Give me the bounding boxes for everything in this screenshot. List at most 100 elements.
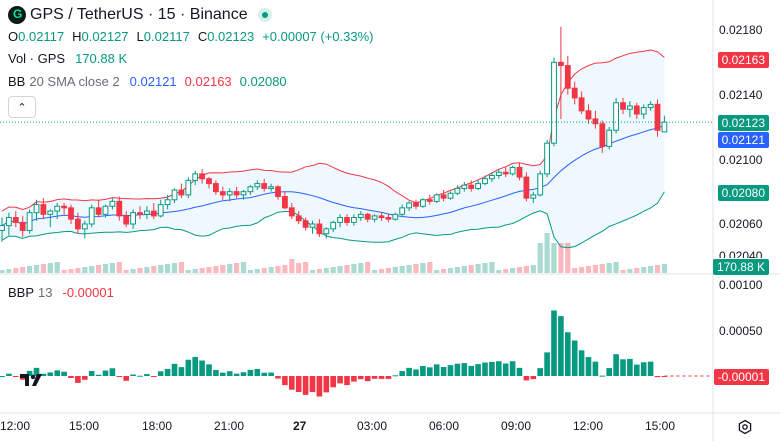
bbp-bar bbox=[516, 367, 523, 376]
bbp-bar bbox=[496, 361, 502, 376]
candle-body bbox=[420, 199, 426, 207]
bbp-legend[interactable]: BBP 13 -0.00001 bbox=[8, 285, 114, 300]
candle-body bbox=[268, 186, 275, 189]
candle-body bbox=[247, 186, 254, 193]
tradingview-logo-icon[interactable] bbox=[18, 371, 46, 389]
bbp-bar bbox=[461, 363, 468, 376]
bbp-bar bbox=[130, 374, 136, 376]
candle bbox=[447, 191, 454, 200]
bbp-bar bbox=[502, 363, 509, 376]
candle-body bbox=[337, 217, 344, 223]
candle bbox=[68, 204, 74, 224]
volume-bar bbox=[13, 268, 19, 273]
candle-body bbox=[164, 199, 171, 206]
bbp-bar bbox=[40, 373, 47, 376]
bbp-bar bbox=[226, 371, 233, 376]
candle bbox=[240, 190, 247, 200]
bb-lower-line bbox=[1, 191, 665, 249]
volume-bar bbox=[54, 262, 60, 273]
candle bbox=[247, 185, 254, 195]
candle-body bbox=[323, 228, 330, 235]
bb-legend[interactable]: BB 20 SMA close 2 0.02121 0.02163 0.0208… bbox=[8, 74, 287, 89]
candle-body bbox=[495, 171, 502, 176]
volume-bar bbox=[378, 269, 385, 273]
candle bbox=[647, 101, 654, 111]
candle-body bbox=[647, 103, 654, 109]
high-value: 0.02127 bbox=[81, 29, 129, 44]
candle-body bbox=[371, 215, 378, 220]
bbp-bar bbox=[178, 367, 185, 376]
candle-body bbox=[192, 173, 199, 181]
bbp-bar bbox=[247, 369, 254, 376]
volume-bar bbox=[47, 263, 53, 273]
candle-body bbox=[426, 199, 433, 202]
volume-bar bbox=[330, 267, 336, 273]
time-tick: 12:00 bbox=[573, 419, 604, 433]
candle bbox=[613, 97, 620, 134]
bbp-bar bbox=[344, 376, 350, 386]
ohlc-legend: O 0.02117 H 0.02127 L 0.02117 C 0.02123 +0.0… bbox=[8, 29, 374, 44]
candle bbox=[47, 209, 54, 228]
bbp-length: 13 bbox=[38, 285, 53, 300]
candle bbox=[406, 201, 413, 212]
bb-params: 20 SMA close 2 bbox=[29, 74, 120, 89]
bbp-bar bbox=[144, 374, 150, 376]
candle-body bbox=[40, 204, 47, 215]
candle-body bbox=[254, 183, 261, 188]
bbp-bar bbox=[295, 376, 302, 393]
volume-bar bbox=[468, 265, 474, 273]
candle bbox=[282, 191, 288, 210]
candle-body bbox=[61, 205, 68, 209]
candle bbox=[661, 115, 668, 133]
bbp-bar bbox=[116, 376, 123, 377]
candle bbox=[171, 188, 178, 203]
candle bbox=[502, 167, 509, 178]
volume-bar bbox=[296, 263, 302, 273]
candle-body bbox=[261, 183, 268, 189]
price-tick: 0.02180 bbox=[719, 23, 763, 37]
volume-bar bbox=[123, 270, 129, 273]
volume-bar bbox=[165, 264, 171, 273]
candle-body bbox=[482, 178, 488, 185]
volume-bar bbox=[503, 269, 509, 273]
candle bbox=[288, 202, 295, 220]
volume-bar bbox=[489, 262, 495, 273]
bbp-bar bbox=[378, 376, 385, 379]
volume-bar bbox=[606, 263, 612, 273]
candle-body bbox=[171, 189, 178, 201]
bbp-bar bbox=[654, 376, 661, 378]
bbp-bar bbox=[537, 368, 543, 376]
bbp-bar bbox=[164, 368, 171, 376]
candle-body bbox=[309, 223, 316, 228]
candle bbox=[219, 186, 226, 200]
candle-body bbox=[433, 194, 440, 202]
collapse-legend-button[interactable]: ⌃ bbox=[8, 96, 36, 118]
bbp-bar bbox=[233, 373, 240, 376]
candle bbox=[116, 196, 123, 221]
volume-bar bbox=[185, 270, 191, 273]
candle-body bbox=[288, 207, 295, 217]
bbp-bar bbox=[454, 363, 461, 376]
price-tick: 0.02140 bbox=[719, 88, 763, 102]
candle bbox=[633, 102, 640, 119]
bbp-bar bbox=[433, 364, 440, 376]
bbp-bar bbox=[33, 367, 40, 376]
volume-bar bbox=[89, 266, 95, 273]
symbol-title[interactable]: GPS / TetherUS · 15 · Binance bbox=[30, 6, 248, 23]
candle-body bbox=[399, 207, 406, 215]
candle bbox=[571, 81, 578, 105]
settings-icon[interactable] bbox=[737, 419, 753, 435]
candle bbox=[254, 180, 261, 191]
volume-bar bbox=[68, 269, 74, 273]
volume-bar bbox=[454, 267, 460, 273]
candle-body bbox=[123, 215, 130, 225]
candle bbox=[0, 217, 5, 242]
volume-legend[interactable]: Vol · GPS 170.88 K bbox=[8, 51, 127, 66]
time-tick: 18:00 bbox=[142, 419, 173, 433]
bbp-bar bbox=[88, 371, 95, 376]
candle-body bbox=[275, 186, 281, 198]
bbp-bar bbox=[420, 365, 426, 376]
bb-basis-tag: 0.02121 bbox=[717, 132, 769, 148]
